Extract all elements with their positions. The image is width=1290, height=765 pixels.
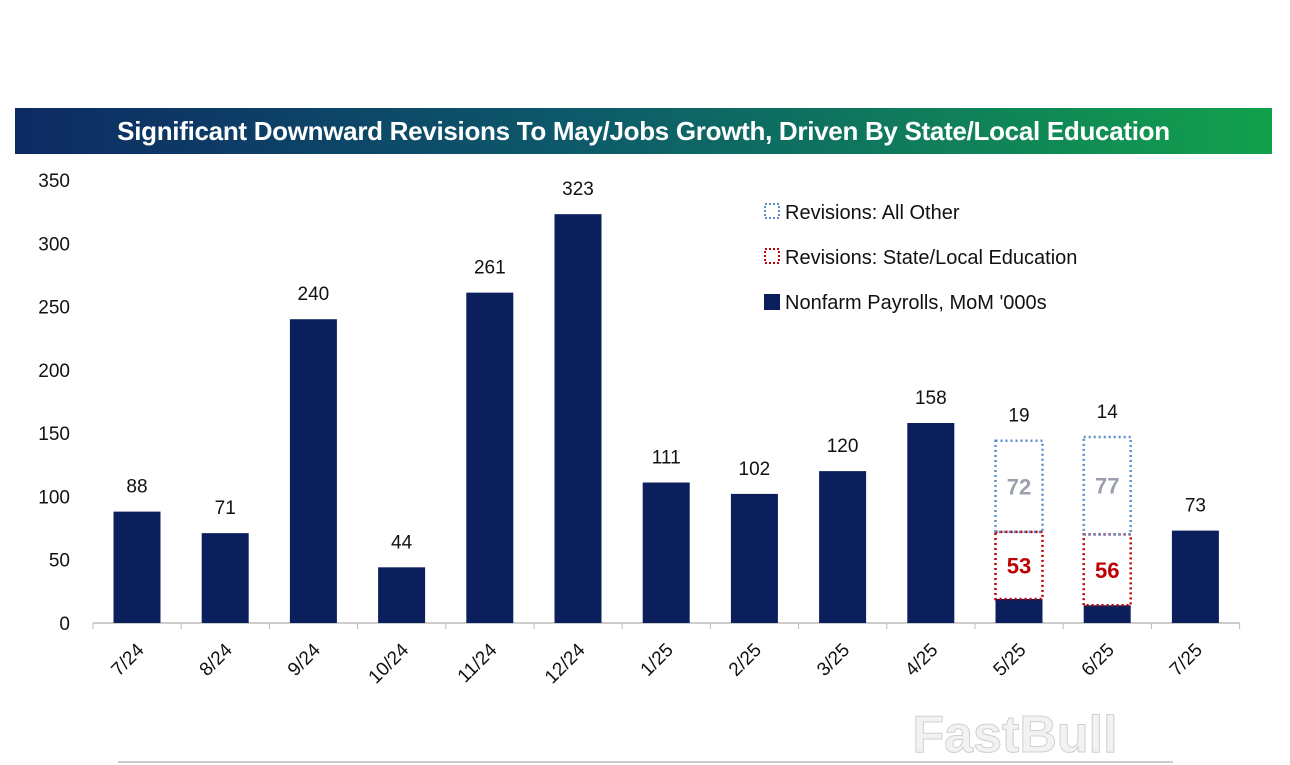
y-tick-label: 200 — [38, 361, 70, 382]
bar-nonfarm-payrolls — [819, 471, 867, 623]
data-label-education-revision: 53 — [1007, 553, 1031, 578]
watermark: FastBull — [912, 706, 1117, 764]
data-label-payrolls: 261 — [474, 258, 506, 279]
y-tick-label: 100 — [38, 487, 70, 508]
y-tick-label: 50 — [49, 551, 70, 572]
chart-title: Significant Downward Revisions To May/Jo… — [117, 116, 1170, 146]
x-tick-label: 3/25 — [813, 640, 854, 681]
bar-nonfarm-payrolls — [201, 533, 249, 623]
data-label-payrolls: 88 — [126, 477, 147, 498]
bar-nonfarm-payrolls — [1083, 605, 1131, 623]
x-tick-label: 12/24 — [541, 639, 590, 688]
bar-nonfarm-payrolls — [466, 292, 514, 623]
data-label-payrolls: 111 — [652, 448, 681, 469]
bar-nonfarm-payrolls — [1171, 530, 1219, 623]
bar-revision-state-local-education — [994, 530, 1044, 601]
bar-nonfarm-payrolls — [642, 482, 690, 623]
x-tick-label: 10/24 — [365, 639, 414, 688]
bar-nonfarm-payrolls — [730, 493, 778, 623]
data-label-payrolls: 240 — [298, 284, 330, 305]
bar-nonfarm-payrolls — [554, 214, 602, 623]
x-tick-label: 1/25 — [637, 640, 678, 681]
x-tick-label: 7/24 — [108, 639, 149, 680]
data-label-payrolls: 14 — [1097, 402, 1119, 423]
legend-swatch — [764, 294, 780, 310]
x-tick-label: 2/25 — [725, 640, 766, 681]
data-label-payrolls: 19 — [1008, 406, 1029, 427]
legend-label: Revisions: All Other — [785, 202, 960, 224]
data-label-other-revision: 77 — [1095, 474, 1119, 499]
bar-nonfarm-payrolls — [113, 511, 161, 623]
legend-label: Revisions: State/Local Education — [785, 247, 1077, 269]
data-label-payrolls: 73 — [1185, 496, 1206, 517]
data-label-payrolls: 120 — [827, 436, 859, 457]
x-tick-label: 9/24 — [284, 639, 325, 680]
x-tick-label: 11/24 — [454, 639, 502, 687]
bar-revision-all-other — [994, 439, 1044, 534]
x-tick-label: 4/25 — [901, 640, 942, 681]
data-label-payrolls: 323 — [562, 179, 594, 200]
y-tick-label: 150 — [38, 424, 70, 445]
x-tick-label: 8/24 — [196, 639, 237, 680]
bar-revision-state-local-education — [1082, 533, 1132, 607]
y-tick-label: 0 — [59, 614, 70, 635]
x-tick-label: 7/25 — [1166, 640, 1207, 681]
bar-nonfarm-payrolls — [907, 423, 955, 623]
bar-nonfarm-payrolls — [995, 598, 1043, 623]
bar-nonfarm-payrolls — [378, 567, 426, 623]
y-tick-label: 300 — [38, 234, 70, 255]
legend-label: Nonfarm Payrolls, MoM '000s — [785, 292, 1047, 314]
data-label-other-revision: 72 — [1007, 474, 1031, 499]
data-label-payrolls: 158 — [915, 388, 947, 409]
data-label-payrolls: 71 — [215, 498, 236, 519]
chart-title-bar: Significant Downward Revisions To May/Jo… — [15, 108, 1272, 154]
data-label-education-revision: 56 — [1095, 558, 1119, 583]
y-tick-label: 350 — [38, 171, 70, 192]
legend-swatch — [764, 203, 780, 219]
data-label-payrolls: 102 — [739, 459, 771, 480]
bar-revision-all-other — [1082, 435, 1132, 536]
legend-swatch — [764, 248, 780, 264]
x-tick-label: 6/25 — [1078, 640, 1119, 681]
x-tick-label: 5/25 — [990, 640, 1031, 681]
divider — [118, 761, 1173, 763]
bar-nonfarm-payrolls — [289, 319, 337, 623]
data-label-payrolls: 44 — [391, 532, 413, 553]
y-tick-label: 250 — [38, 298, 70, 319]
